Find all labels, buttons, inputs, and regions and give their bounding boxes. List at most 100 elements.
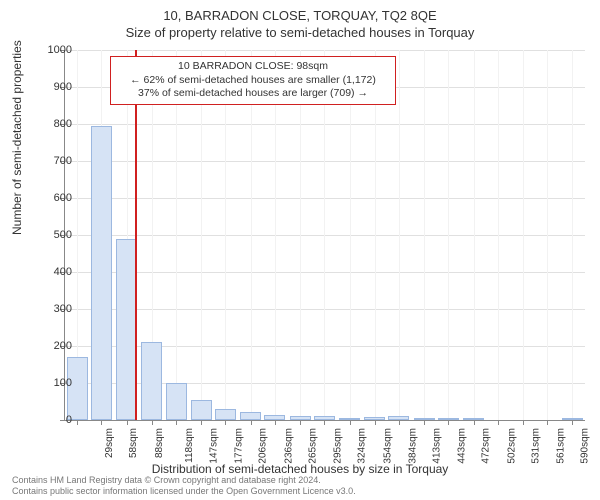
x-tick-label: 561sqm (556, 428, 567, 464)
x-tick-mark (375, 420, 376, 425)
x-tick-label: 384sqm (407, 428, 418, 464)
histogram-bar (314, 416, 335, 420)
chart-container: { "title_main": "10, BARRADON CLOSE, TOR… (0, 0, 600, 500)
histogram-bar (364, 417, 385, 420)
histogram-bar (290, 416, 311, 420)
x-tick-label: 265sqm (308, 428, 319, 464)
y-tick-label: 900 (32, 81, 72, 93)
x-tick-label: 206sqm (258, 428, 269, 464)
annotation-line-1: 10 BARRADON CLOSE: 98sqm (119, 60, 387, 74)
x-tick-label: 354sqm (382, 428, 393, 464)
x-tick-mark (523, 420, 524, 425)
footer-line-1: Contains HM Land Registry data © Crown c… (12, 475, 356, 486)
histogram-bar (141, 342, 162, 420)
chart-subtitle: Size of property relative to semi-detach… (0, 23, 600, 40)
x-tick-label: 590sqm (580, 428, 591, 464)
x-tick-mark (399, 420, 400, 425)
gridline-vertical (201, 50, 202, 420)
gridline-vertical (300, 50, 301, 420)
gridline-vertical (176, 50, 177, 420)
gridline-vertical (547, 50, 548, 420)
y-tick-label: 100 (32, 377, 72, 389)
x-tick-label: 177sqm (234, 428, 245, 464)
x-tick-mark (572, 420, 573, 425)
x-axis-label: Distribution of semi-detached houses by … (0, 462, 600, 476)
x-tick-mark (101, 420, 102, 425)
x-tick-label: 295sqm (333, 428, 344, 464)
x-tick-label: 324sqm (357, 428, 368, 464)
gridline-vertical (498, 50, 499, 420)
histogram-bar (191, 400, 212, 420)
gridline-vertical (275, 50, 276, 420)
gridline-vertical (424, 50, 425, 420)
annotation-line-3: 37% of semi-detached houses are larger (… (119, 87, 387, 101)
chart-title: 10, BARRADON CLOSE, TORQUAY, TQ2 8QE (0, 0, 600, 23)
x-tick-mark (498, 420, 499, 425)
histogram-bar (438, 418, 459, 420)
gridline-vertical (225, 50, 226, 420)
histogram-bar (463, 418, 484, 420)
x-tick-mark (225, 420, 226, 425)
y-tick-label: 600 (32, 192, 72, 204)
x-tick-mark (448, 420, 449, 425)
histogram-bar (116, 239, 137, 420)
histogram-bar (166, 383, 187, 420)
gridline-vertical (251, 50, 252, 420)
y-tick-label: 1000 (32, 44, 72, 56)
x-tick-mark (275, 420, 276, 425)
x-tick-mark (474, 420, 475, 425)
x-tick-mark (77, 420, 78, 425)
histogram-bar (388, 416, 409, 420)
x-tick-label: 29sqm (104, 428, 115, 458)
histogram-bar (215, 409, 236, 420)
gridline-vertical (324, 50, 325, 420)
annotation-box: 10 BARRADON CLOSE: 98sqm ← 62% of semi-d… (110, 56, 396, 105)
y-tick-label: 300 (32, 303, 72, 315)
x-tick-label: 413sqm (432, 428, 443, 464)
gridline-vertical (572, 50, 573, 420)
gridline-vertical (350, 50, 351, 420)
x-tick-mark (324, 420, 325, 425)
gridline-vertical (523, 50, 524, 420)
x-tick-label: 502sqm (506, 428, 517, 464)
plot-area (64, 50, 584, 420)
footer-line-2: Contains public sector information licen… (12, 486, 356, 497)
gridline-vertical (375, 50, 376, 420)
histogram-bar (414, 418, 435, 420)
histogram-bar (91, 126, 112, 420)
y-axis-label: Number of semi-detached properties (10, 40, 24, 235)
x-tick-mark (350, 420, 351, 425)
x-tick-mark (201, 420, 202, 425)
x-tick-label: 58sqm (128, 428, 139, 458)
x-tick-label: 443sqm (457, 428, 468, 464)
y-tick-label: 800 (32, 118, 72, 130)
x-tick-mark (251, 420, 252, 425)
x-tick-label: 147sqm (209, 428, 220, 464)
histogram-bar (240, 412, 261, 420)
x-tick-mark (152, 420, 153, 425)
x-tick-label: 88sqm (154, 428, 165, 458)
x-tick-label: 472sqm (481, 428, 492, 464)
y-tick-label: 200 (32, 340, 72, 352)
x-tick-mark (547, 420, 548, 425)
y-tick-label: 500 (32, 229, 72, 241)
footer-attribution: Contains HM Land Registry data © Crown c… (12, 475, 356, 497)
reference-line (135, 50, 137, 420)
y-tick-label: 400 (32, 266, 72, 278)
gridline-vertical (399, 50, 400, 420)
x-tick-label: 118sqm (184, 428, 195, 463)
x-tick-mark (127, 420, 128, 425)
x-tick-mark (176, 420, 177, 425)
histogram-bar (339, 418, 360, 420)
y-tick-label: 0 (32, 414, 72, 426)
x-tick-label: 531sqm (530, 428, 541, 464)
y-tick-label: 700 (32, 155, 72, 167)
x-tick-label: 236sqm (283, 428, 294, 464)
gridline-vertical (448, 50, 449, 420)
histogram-bar (264, 415, 285, 420)
histogram-bar (562, 418, 583, 420)
annotation-line-2: ← 62% of semi-detached houses are smalle… (119, 74, 387, 88)
x-tick-mark (300, 420, 301, 425)
x-tick-mark (424, 420, 425, 425)
gridline-vertical (474, 50, 475, 420)
